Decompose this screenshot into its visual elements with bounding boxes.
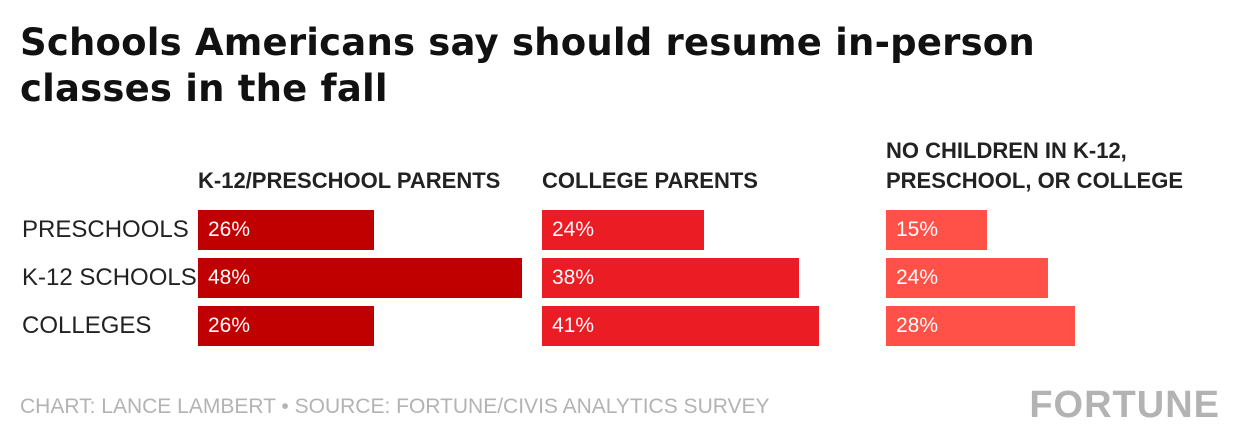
row-label: K-12 SCHOOLS <box>22 264 197 291</box>
fortune-logo: FORTUNE <box>1029 384 1220 426</box>
chart-credit: CHART: LANCE LAMBERT • SOURCE: FORTUNE/C… <box>20 395 770 418</box>
bar-value-label: 26% <box>208 314 251 337</box>
panel-title: COLLEGE PARENTS <box>542 168 758 193</box>
bar-value-label: 24% <box>896 266 939 289</box>
bar-value-label: 28% <box>896 314 939 337</box>
bar-value-label: 48% <box>208 266 251 289</box>
bar-value-label: 38% <box>552 266 595 289</box>
bar-value-label: 26% <box>208 218 251 241</box>
row-label: COLLEGES <box>22 312 152 339</box>
bar: 48% <box>198 258 522 298</box>
panel-title: K-12/PRESCHOOL PARENTS <box>198 168 501 193</box>
chart-title: Schools Americans say should resume in-p… <box>20 21 1035 110</box>
bar: 38% <box>542 258 799 298</box>
bar-value-label: 15% <box>896 218 939 241</box>
bar: 26% <box>198 306 374 346</box>
bar: 26% <box>198 210 374 250</box>
bar: 28% <box>886 306 1075 346</box>
row-label: PRESCHOOLS <box>22 216 189 243</box>
bar: 24% <box>542 210 704 250</box>
panel-title: NO CHILDREN IN K-12, PRESCHOOL, OR COLLE… <box>886 138 1184 193</box>
bar-value-label: 41% <box>552 314 595 337</box>
bar: 15% <box>886 210 987 250</box>
bar: 24% <box>886 258 1048 298</box>
bar-value-label: 24% <box>552 218 595 241</box>
bar: 41% <box>542 306 819 346</box>
